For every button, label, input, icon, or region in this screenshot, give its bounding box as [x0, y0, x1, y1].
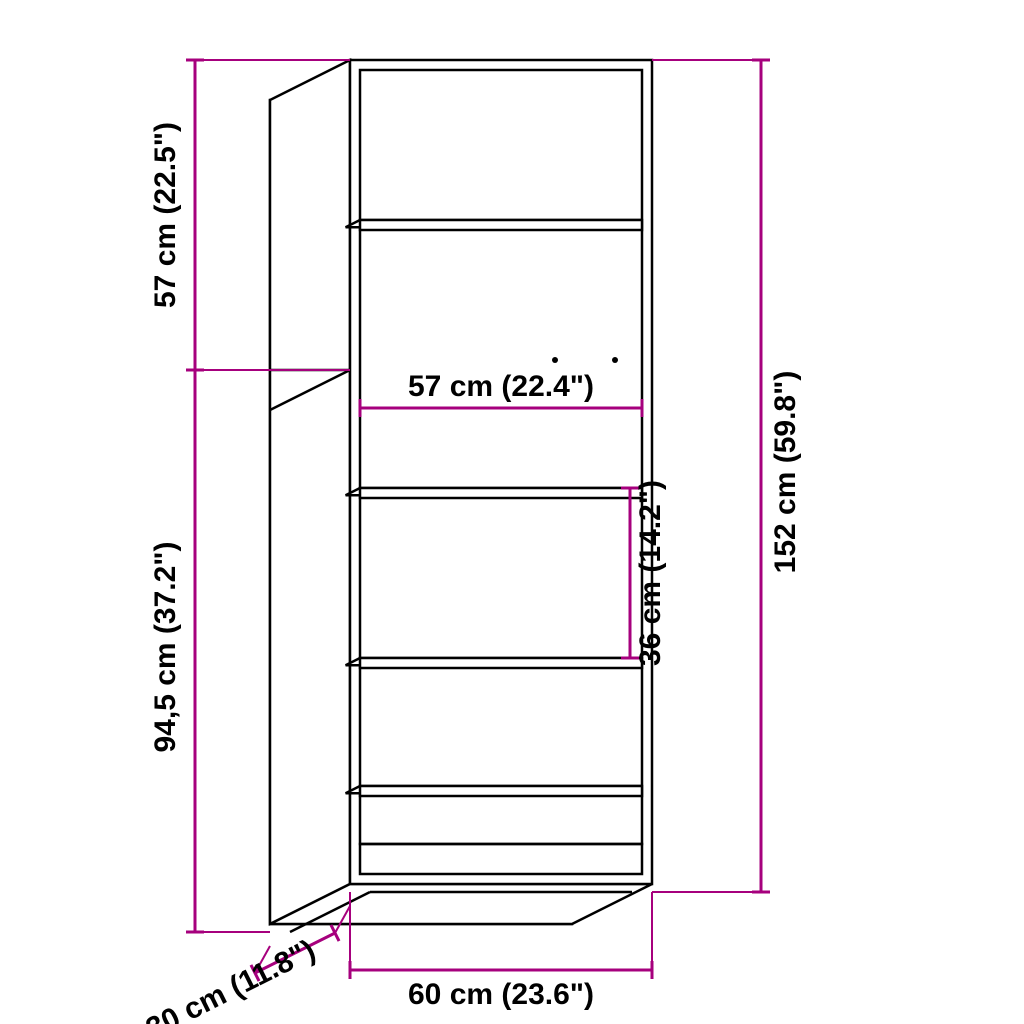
svg-text:57 cm (22.4"): 57 cm (22.4"): [408, 370, 594, 403]
svg-text:36 cm (14.2"): 36 cm (14.2"): [634, 480, 667, 666]
svg-text:152 cm (59.8"): 152 cm (59.8"): [769, 371, 802, 574]
svg-text:57 cm (22.5"): 57 cm (22.5"): [149, 122, 182, 308]
svg-text:94,5 cm (37.2"): 94,5 cm (37.2"): [149, 541, 182, 752]
svg-text:30 cm (11.8"): 30 cm (11.8"): [141, 934, 321, 1024]
svg-text:60 cm (23.6"): 60 cm (23.6"): [408, 978, 594, 1011]
